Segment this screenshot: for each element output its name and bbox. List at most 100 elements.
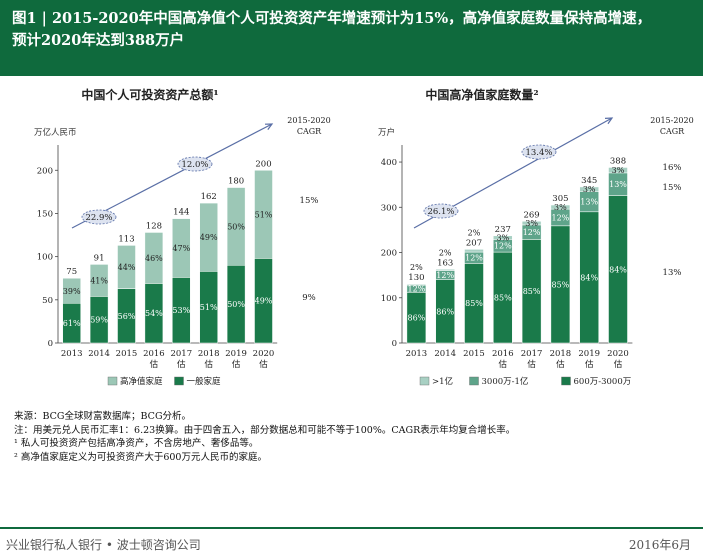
growth-rate-label: 12.0% [181,160,208,170]
bar-data-label: 49% [200,233,218,242]
cagr-header: 2015-2020 [650,116,693,125]
legend-swatch [561,376,571,386]
hnw-households-chart: 中国高净值家庭数量²万户010020030040086%12%2%1302013… [378,87,694,387]
legend-label: >1亿 [432,376,453,387]
bar-data-label: 47% [172,244,190,253]
x-tick-label: 2018 [198,349,220,359]
bar-total-label: 388 [610,156,626,166]
growth-rate-label: 26.1% [427,207,454,217]
bar-data-label: 3% [583,185,596,194]
legend-swatch [107,376,118,386]
figure-title-line1: 图1 | 2015-2020年中国高净值个人可投资资产年增速预计为15%，高净值… [12,10,652,27]
cagr-value: 16% [663,163,682,173]
x-tick-sublabel: 估 [150,359,159,370]
y-tick-label: 0 [48,339,53,349]
bar-segment [117,245,136,289]
bar-data-label: 85% [465,299,483,308]
bar-data-label: 13% [609,180,627,189]
bar-data-label: 12% [494,242,512,251]
bar-data-label: 85% [552,280,570,289]
bar-total-label: 269 [523,210,539,220]
bar-data-label: 12% [465,254,483,263]
bar-data-label: 2% [439,248,452,257]
bar-total-label: 75 [66,267,77,277]
investable-assets-chart: 中国个人可投资资产总额¹ 万亿人民币 0 50 100 150 200 61% 39% 75 201… [34,87,331,387]
x-tick-label: 2014 [434,349,456,359]
y-tick-label: 100 [37,253,53,263]
x-tick-sublabel: 估 [556,359,565,370]
x-tick-label: 2015 [463,349,485,359]
growth-rate-oval [423,203,459,219]
chart-notes: 来源：BCG全球财富数据库；BCG分析。 注：用美元兑人民币汇率1：6.23换算… [14,410,694,464]
chart-title: 中国个人可投资资产总额¹ [81,87,218,102]
bar-total-label: 128 [146,221,162,231]
footer-date: 2016年6月 [628,538,691,552]
bar-data-label: 85% [494,294,512,303]
bar-segment [172,218,191,278]
growth-rate-label: 22.9% [85,213,112,223]
x-tick-label: 2013 [406,349,428,359]
legend-label: 一般家庭 [187,376,222,387]
bar-total-label: 237 [495,225,511,235]
method-note: 注：用美元兑人民币汇率1：6.23换算。由于四舍五入，部分数据总和可能不等于10… [14,424,516,436]
x-tick-label: 2019 [578,349,600,359]
bar-data-label: 12% [408,285,426,294]
bar-data-label: 41% [90,276,108,285]
growth-arrow-head [264,123,274,130]
legend-swatch [174,376,184,386]
bar-data-label: 85% [523,287,541,296]
y-tick-label: 200 [37,166,53,176]
bar-data-label: 86% [408,314,426,323]
x-tick-sublabel: 估 [499,359,508,370]
x-tick-label: 2017 [170,349,192,359]
bar-data-label: 2% [410,263,423,272]
x-tick-label: 2018 [550,349,572,359]
y-tick-label: 150 [37,209,53,219]
bar-segment [435,269,455,271]
bar-data-label: 3% [496,234,509,243]
bar-total-label: 130 [408,273,424,283]
y-tick-label: 100 [381,294,397,304]
bar-total-label: 163 [437,258,453,268]
bar-total-label: 207 [466,238,482,248]
x-tick-label: 2019 [225,349,247,359]
growth-arrow-head [604,117,614,125]
bar-data-label: 50% [227,222,245,231]
x-tick-sublabel: 估 [585,359,594,370]
growth-rate-oval [521,144,557,160]
bar-segment [521,221,542,226]
chart-title: 中国高净值家庭数量² [425,87,538,102]
bar-data-label: 56% [118,312,136,321]
y-tick-label: 200 [381,249,397,259]
bar-segment [464,249,484,253]
cagr-value: 13% [663,268,682,278]
cagr-header: 2015-2020 [287,116,330,125]
bar-segment [608,167,628,174]
bar-segment [579,186,599,192]
bar-segment [199,202,218,272]
footnote-1: ¹ 私人可投资资产包括高净资产，不含房地产、奢侈品等。 [14,438,259,449]
x-tick-sublabel: 估 [232,359,241,370]
bar-data-label: 50% [227,300,245,309]
footer-publisher: 兴业银行私人银行 • 波士顿咨询公司 [6,538,201,552]
bar-data-label: 2% [468,228,481,237]
y-tick-label: 300 [381,203,397,213]
bar-total-label: 91 [94,253,105,263]
x-tick-label: 2020 [253,349,275,359]
legend-label: 600万-3000万 [574,377,632,387]
figure-title-line2: 预计2020年达到388万户 [12,32,185,49]
x-tick-label: 2016 [492,349,514,359]
growth-rate-oval [81,209,117,225]
legend-label: 3000万-1亿 [482,376,529,387]
bar-data-label: 13% [580,198,598,207]
x-tick-sublabel: 估 [527,359,536,370]
bar-data-label: 39% [63,287,81,296]
bar-data-label: 12% [523,228,541,237]
bar-data-label: 84% [609,265,627,274]
x-tick-sublabel: 估 [259,359,268,370]
y-tick-label: 400 [381,158,397,168]
bar-total-label: 305 [552,194,568,204]
bar-total-label: 113 [118,234,134,244]
x-tick-label: 2020 [607,349,629,359]
bar-segment [406,283,427,286]
